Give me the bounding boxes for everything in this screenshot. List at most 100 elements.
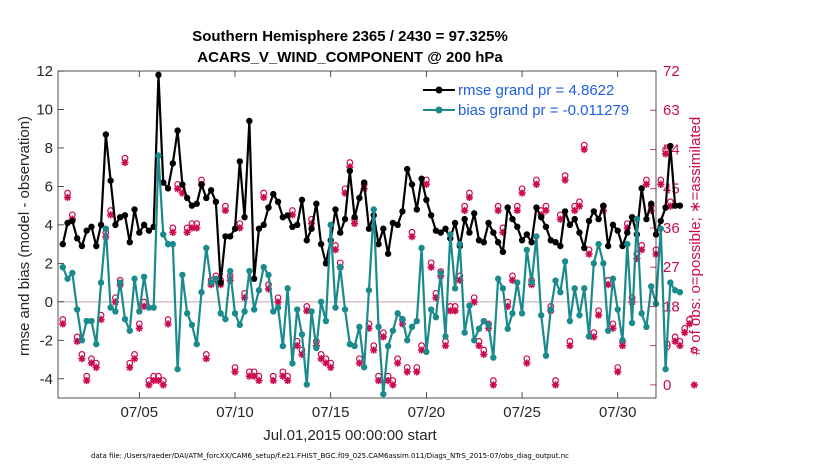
bias-point xyxy=(150,304,157,311)
rmse-point xyxy=(380,225,387,232)
bias-point xyxy=(360,364,368,371)
rmse-point xyxy=(73,235,81,242)
bias-point xyxy=(542,352,550,359)
bias-point xyxy=(399,315,406,323)
bias-point xyxy=(294,306,301,313)
rmse-point xyxy=(279,213,287,221)
rmse-point xyxy=(662,204,669,211)
rmse-point xyxy=(298,196,306,204)
bias-point xyxy=(274,304,282,311)
rmse-point xyxy=(88,223,95,231)
x-axis-label: Jul.01,2015 00:00:00 start xyxy=(263,427,437,444)
x-tick-label: 07/25 xyxy=(503,404,541,421)
obs-assimilated-point xyxy=(236,224,244,232)
bias-point xyxy=(250,306,258,313)
rmse-point xyxy=(581,244,588,252)
obs-assimilated-point xyxy=(614,368,622,376)
y-tick-label: 6 xyxy=(45,178,53,195)
rmse-point xyxy=(676,202,684,209)
obs-assimilated-point xyxy=(389,381,397,389)
bias-point xyxy=(571,285,578,292)
obs-assimilated-point xyxy=(508,276,517,284)
obs-assimilated-point xyxy=(355,359,363,367)
bias-point xyxy=(83,317,90,325)
plot-frame xyxy=(57,70,657,399)
bias-point xyxy=(604,327,612,334)
bias-point xyxy=(413,317,420,325)
rmse-point xyxy=(494,238,502,246)
obs-assimilated-point xyxy=(255,376,263,385)
rmse-point xyxy=(93,242,100,250)
obs-assimilated-point xyxy=(657,180,665,188)
rmse-point xyxy=(667,142,674,150)
rmse-point xyxy=(64,219,71,227)
bias-point xyxy=(88,317,95,325)
bias-point xyxy=(480,317,487,325)
bias-point xyxy=(136,308,143,315)
rmse-point xyxy=(638,185,645,192)
obs-assimilated-point xyxy=(159,381,167,389)
rmse-point xyxy=(360,179,368,186)
bias-point xyxy=(451,285,459,292)
rmse-point xyxy=(193,200,200,207)
bias-point xyxy=(145,304,153,311)
obs-assimilated-point xyxy=(590,333,598,341)
bias-point xyxy=(298,331,306,338)
bias-point xyxy=(265,271,272,279)
obs-assimilated-point xyxy=(78,355,86,363)
bias-point xyxy=(164,240,172,248)
rmse-point xyxy=(160,179,167,186)
obs-assimilated-point xyxy=(293,342,301,350)
rmse-point xyxy=(643,215,650,223)
bias-point xyxy=(183,310,191,317)
bias-point xyxy=(494,275,502,282)
obs-assimilated-point xyxy=(264,285,273,293)
obs-assimilated-point xyxy=(279,372,287,380)
obs-assimilated-point xyxy=(135,324,143,332)
rmse-point xyxy=(217,279,224,286)
x-tick-label: 07/10 xyxy=(216,404,254,421)
obs-assimilated-point xyxy=(284,376,292,385)
bias-point xyxy=(389,327,397,334)
obs-assimilated-point xyxy=(145,381,153,389)
obs-assimilated-point xyxy=(269,376,277,385)
rmse-point xyxy=(236,158,243,165)
rmse-point xyxy=(557,242,564,250)
obs-assimilated-point xyxy=(250,372,258,380)
bias-point xyxy=(351,342,358,350)
bias-point xyxy=(552,277,559,284)
rmse-point xyxy=(174,127,181,134)
rmse-point xyxy=(389,219,397,227)
rmse-point xyxy=(404,165,411,173)
rmse-point xyxy=(198,181,205,188)
rmse-point xyxy=(140,221,148,229)
obs-assimilated-point xyxy=(681,329,689,337)
rmse-point xyxy=(648,200,655,207)
bias-point xyxy=(69,269,76,277)
rmse-point xyxy=(308,225,315,232)
bias-point xyxy=(112,308,119,315)
obs-assimilated-point xyxy=(556,215,564,223)
y-tick-label: 12 xyxy=(36,63,53,80)
bias-point xyxy=(169,240,177,248)
obs-assimilated-point xyxy=(374,376,383,385)
rmse-point xyxy=(628,213,636,221)
rmse-point xyxy=(614,227,621,234)
bias-point xyxy=(270,308,277,315)
bias-point xyxy=(107,304,114,311)
bias-point xyxy=(356,323,363,331)
rmse-point xyxy=(265,204,272,211)
rmse-point xyxy=(116,213,124,221)
rmse-point xyxy=(284,212,291,219)
obs-assimilated-point xyxy=(245,372,253,380)
rmse-point xyxy=(289,223,296,231)
obs-assimilated-point xyxy=(523,359,531,367)
obs-assimilated-point xyxy=(322,359,330,367)
bias-point xyxy=(561,258,569,265)
rmse-point xyxy=(365,225,373,232)
bias-point xyxy=(212,275,220,282)
y-tick-label: 0 xyxy=(45,294,53,311)
obs-assimilated-point xyxy=(370,346,378,354)
rmse-point xyxy=(523,231,531,238)
rmse-point xyxy=(294,221,301,229)
